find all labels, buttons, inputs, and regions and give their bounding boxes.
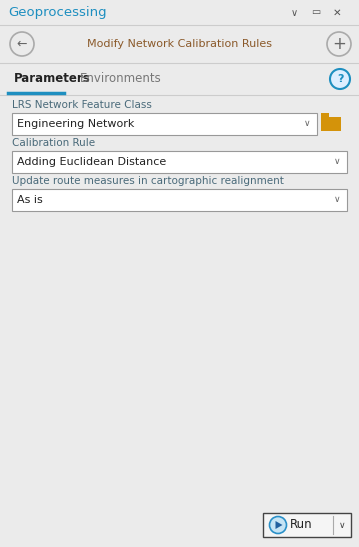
Circle shape: [330, 69, 350, 89]
FancyBboxPatch shape: [12, 189, 347, 211]
Text: As is: As is: [17, 195, 43, 205]
Text: Update route measures in cartographic realignment: Update route measures in cartographic re…: [12, 176, 284, 186]
Text: ∨: ∨: [304, 119, 310, 129]
Text: LRS Network Feature Class: LRS Network Feature Class: [12, 100, 152, 110]
Text: Parameters: Parameters: [14, 73, 91, 85]
Polygon shape: [275, 521, 283, 529]
FancyBboxPatch shape: [263, 513, 351, 537]
Text: ✕: ✕: [333, 8, 342, 18]
FancyBboxPatch shape: [0, 0, 359, 25]
FancyBboxPatch shape: [321, 117, 341, 131]
FancyBboxPatch shape: [12, 113, 317, 135]
Circle shape: [270, 516, 286, 533]
Text: Adding Euclidean Distance: Adding Euclidean Distance: [17, 157, 166, 167]
Text: Calibration Rule: Calibration Rule: [12, 138, 95, 148]
Text: Engineering Network: Engineering Network: [17, 119, 134, 129]
Text: Run: Run: [290, 519, 312, 532]
FancyBboxPatch shape: [12, 151, 347, 173]
Text: Environments: Environments: [80, 73, 162, 85]
Text: ∨: ∨: [339, 521, 345, 529]
Text: ∨: ∨: [334, 158, 340, 166]
Text: ▭: ▭: [311, 8, 320, 18]
Text: ∨: ∨: [334, 195, 340, 205]
Text: Geoprocessing: Geoprocessing: [8, 6, 107, 19]
Text: +: +: [332, 35, 346, 53]
Text: ?: ?: [337, 74, 343, 84]
Text: ∨: ∨: [291, 8, 298, 18]
Text: Modify Network Calibration Rules: Modify Network Calibration Rules: [87, 39, 272, 49]
FancyBboxPatch shape: [321, 113, 329, 118]
Text: ←: ←: [17, 38, 27, 50]
